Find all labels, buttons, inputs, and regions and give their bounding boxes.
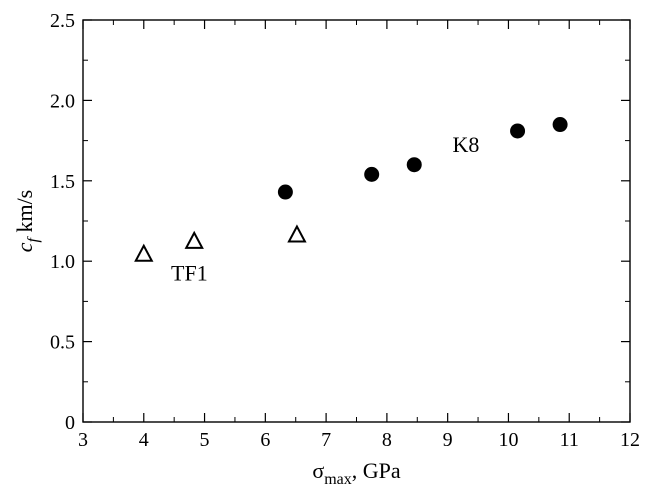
y-tick-label: 0.5 xyxy=(50,332,75,354)
x-tick-label: 3 xyxy=(78,429,88,451)
x-tick-label: 7 xyxy=(321,429,331,451)
filled-circle-point xyxy=(406,157,422,173)
plot-border xyxy=(82,19,631,423)
y-label-subscript: f xyxy=(25,235,42,242)
x-tick-label: 9 xyxy=(443,429,453,451)
x-label-unit: , GPa xyxy=(352,458,401,483)
annotation-label: TF1 xyxy=(171,260,208,285)
open-triangle-point xyxy=(287,224,307,243)
y-tick-label: 1.0 xyxy=(50,251,75,273)
open-triangle-point xyxy=(134,243,154,262)
annotation-label: K8 xyxy=(452,132,479,157)
x-tick-label: 4 xyxy=(139,429,149,451)
y-tick-label: 1.5 xyxy=(50,171,75,193)
plot-area xyxy=(82,19,631,423)
y-tick-label: 2.0 xyxy=(50,90,75,112)
y-label-unit: km/s xyxy=(12,190,37,238)
filled-circle-point xyxy=(510,123,526,139)
annotations: TF1 K8 xyxy=(171,132,479,286)
filled-circle-point xyxy=(364,166,380,182)
y-axis-label: cf km/s xyxy=(12,190,42,253)
x-tick-label: 11 xyxy=(560,429,579,451)
x-tick-label: 6 xyxy=(260,429,270,451)
x-tick-label: 5 xyxy=(200,429,210,451)
y-axis: 0 0.5 1.0 1.5 2.0 2.5 xyxy=(50,10,630,434)
x-label-subscript: max xyxy=(324,471,352,486)
y-label-main: c xyxy=(12,242,37,252)
x-axis: 3 4 5 6 7 8 9 10 11 12 xyxy=(78,20,640,451)
x-label-main: σ xyxy=(312,458,324,483)
x-tick-label: 8 xyxy=(382,429,392,451)
x-tick-label: 12 xyxy=(620,429,640,451)
x-tick-label: 10 xyxy=(498,429,518,451)
data-points xyxy=(134,117,568,262)
filled-circle-point xyxy=(277,184,293,200)
y-tick-label: 0 xyxy=(65,412,75,434)
open-triangle-point xyxy=(184,230,204,249)
y-tick-label: 2.5 xyxy=(50,10,75,32)
x-axis-label: σmax, GPa xyxy=(312,458,401,486)
filled-circle-point xyxy=(552,117,568,133)
